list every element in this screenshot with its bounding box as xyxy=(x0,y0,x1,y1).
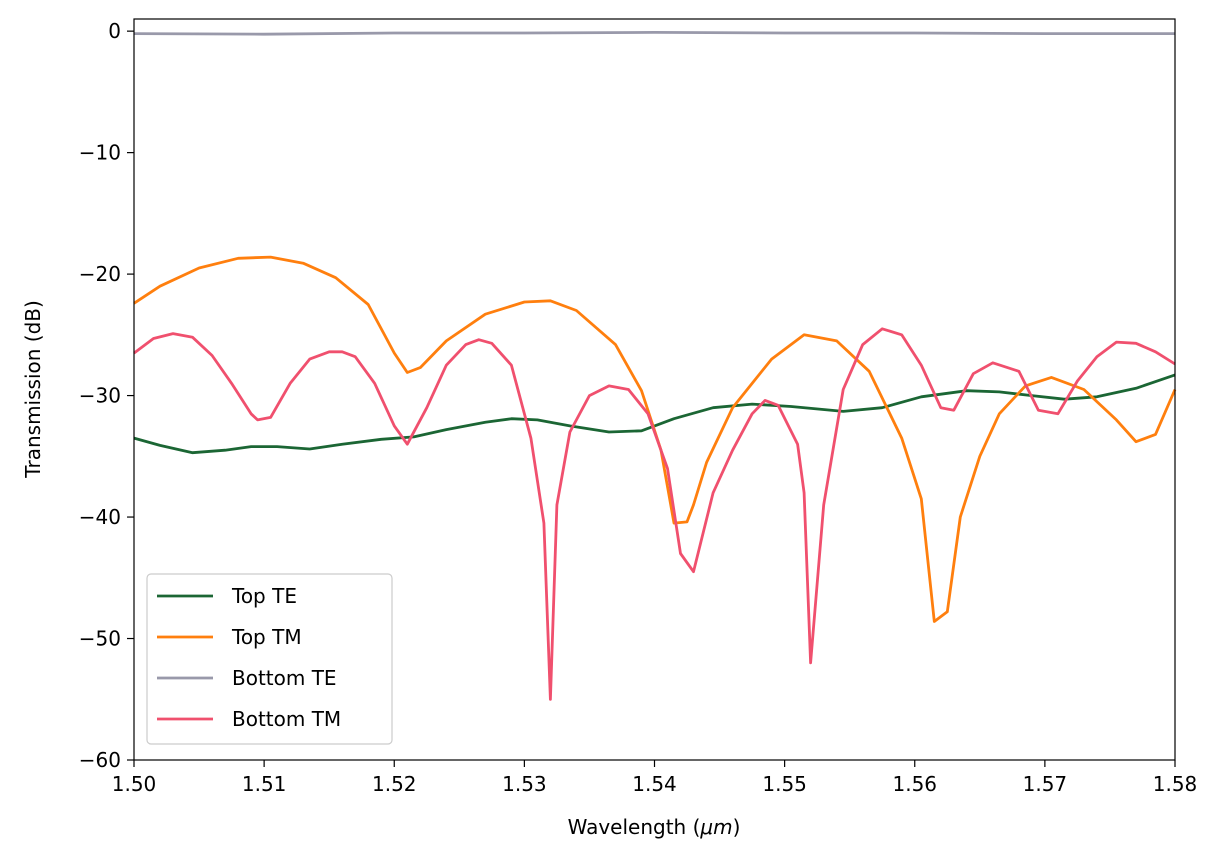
x-axis-label-unit: μm xyxy=(699,815,732,839)
y-tick-label: −60 xyxy=(79,748,121,772)
series-line-bottom-te xyxy=(133,31,1175,36)
x-tick-label: 1.53 xyxy=(502,772,547,796)
x-tick-label: 1.55 xyxy=(762,772,807,796)
x-tick-label: 1.52 xyxy=(372,772,417,796)
x-axis-label-close: ) xyxy=(733,815,741,839)
y-tick-label: −40 xyxy=(79,505,121,529)
x-tick-label: 1.54 xyxy=(632,772,677,796)
y-tick-label: −20 xyxy=(79,262,121,286)
x-tick-label: 1.51 xyxy=(242,772,287,796)
plot-series-group xyxy=(133,31,1177,701)
x-tick-label: 1.57 xyxy=(1023,772,1068,796)
series-line-top-tm xyxy=(133,255,1177,623)
y-tick-label: −50 xyxy=(79,627,121,651)
legend-label-top-te: Top TE xyxy=(231,584,297,608)
x-axis-label: Wavelength (μm) xyxy=(568,815,741,839)
legend-label-top-tm: Top TM xyxy=(231,625,302,649)
x-axis: 1.50 1.51 1.52 1.53 1.54 1.55 1.56 1.57 1.58 xyxy=(112,760,1198,796)
series-line-bottom-tm xyxy=(133,327,1176,701)
x-tick-label: 1.58 xyxy=(1153,772,1198,796)
legend-label-bottom-tm: Bottom TM xyxy=(232,707,341,731)
x-tick-label: 1.50 xyxy=(112,772,157,796)
y-axis: 0 −10 −20 −30 −40 −50 −60 xyxy=(79,19,134,772)
legend-box xyxy=(146,573,393,745)
y-axis-label: Transmission (dB) xyxy=(21,300,45,479)
y-tick-label: −30 xyxy=(79,384,121,408)
x-axis-label-text: Wavelength ( xyxy=(568,815,701,839)
legend-label-bottom-te: Bottom TE xyxy=(232,666,337,690)
legend: Top TE Top TM Bottom TE Bottom TM xyxy=(146,573,393,745)
y-tick-label: −10 xyxy=(79,141,121,165)
x-tick-label: 1.56 xyxy=(892,772,937,796)
series-line-top-te xyxy=(133,373,1176,455)
y-tick-label: 0 xyxy=(108,19,121,43)
